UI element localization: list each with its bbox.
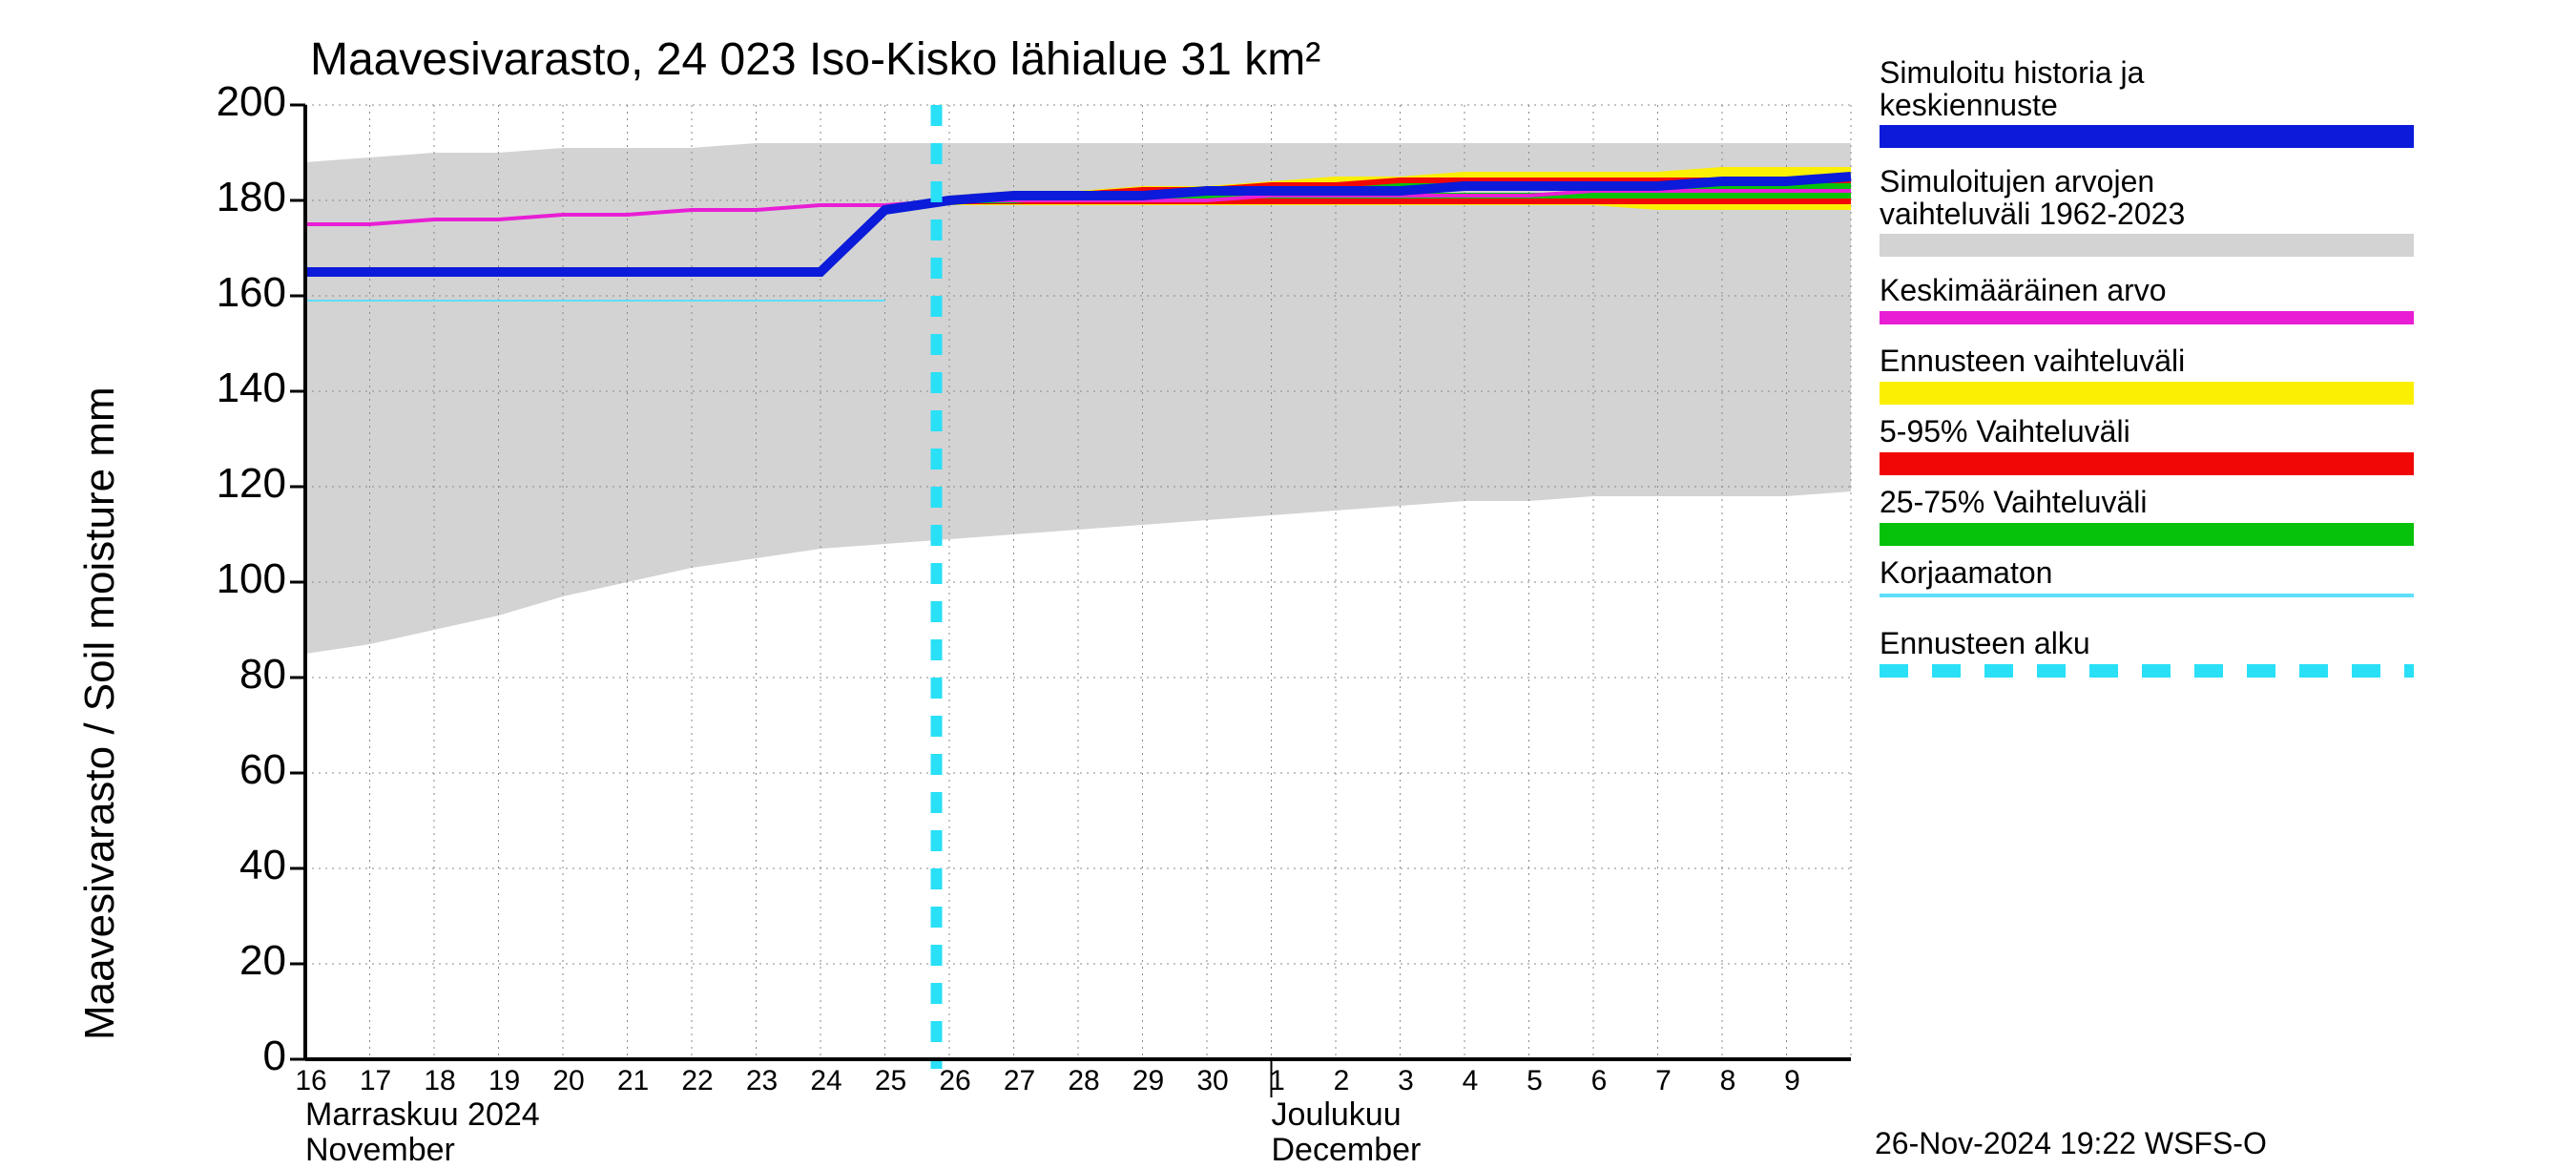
month-label: Joulukuu December	[1272, 1097, 1422, 1169]
legend-label: Korjaamaton	[1880, 557, 2452, 590]
legend-swatch	[1880, 594, 2414, 597]
legend-label: Ennusteen alku	[1880, 628, 2452, 660]
x-tick-label: 23	[746, 1065, 778, 1097]
legend-label: 5-95% Vaihteluväli	[1880, 416, 2452, 449]
legend-entry: Ennusteen vaihteluväli	[1880, 345, 2452, 405]
footer-timestamp: 26-Nov-2024 19:22 WSFS-O	[1875, 1126, 2267, 1161]
legend-entry: Keskimääräinen arvo	[1880, 275, 2452, 324]
x-tick-label: 27	[1004, 1065, 1035, 1097]
legend-swatch	[1880, 452, 2414, 475]
x-tick-label: 9	[1784, 1065, 1800, 1097]
legend-swatch	[1880, 382, 2414, 405]
y-tick-label: 80	[172, 651, 286, 699]
legend-swatch	[1880, 125, 2414, 148]
x-tick-label: 21	[617, 1065, 649, 1097]
x-tick-label: 29	[1132, 1065, 1164, 1097]
x-tick-label: 4	[1463, 1065, 1479, 1097]
month-label: Marraskuu 2024 November	[305, 1097, 540, 1169]
legend-entry: Simuloitujen arvojen vaihteluväli 1962-2…	[1880, 166, 2452, 257]
legend-entry: Simuloitu historia ja keskiennuste	[1880, 57, 2452, 148]
legend-entry: Ennusteen alku	[1880, 628, 2452, 678]
x-tick-label: 7	[1655, 1065, 1672, 1097]
x-tick-label: 25	[875, 1065, 906, 1097]
legend-entry: Korjaamaton	[1880, 557, 2452, 597]
legend-label: Simuloitu historia ja keskiennuste	[1880, 57, 2452, 121]
x-tick-label: 20	[552, 1065, 584, 1097]
legend-swatch	[1880, 234, 2414, 257]
legend-label: Ennusteen vaihteluväli	[1880, 345, 2452, 378]
legend-swatch	[1880, 523, 2414, 546]
y-tick-label: 120	[172, 460, 286, 508]
legend-entry: 5-95% Vaihteluväli	[1880, 416, 2452, 475]
x-tick-label: 26	[939, 1065, 970, 1097]
legend-swatch	[1880, 311, 2414, 324]
x-tick-label: 17	[360, 1065, 391, 1097]
y-tick-label: 200	[172, 78, 286, 126]
x-tick-label: 8	[1720, 1065, 1736, 1097]
legend-entry: 25-75% Vaihteluväli	[1880, 487, 2452, 546]
x-tick-label: 28	[1068, 1065, 1099, 1097]
x-tick-label: 2	[1334, 1065, 1350, 1097]
legend-label: Keskimääräinen arvo	[1880, 275, 2452, 307]
x-tick-label: 16	[295, 1065, 326, 1097]
x-tick-label: 6	[1591, 1065, 1608, 1097]
x-tick-label: 1	[1269, 1065, 1285, 1097]
legend-swatch	[1880, 664, 2414, 678]
y-tick-label: 140	[172, 365, 286, 412]
x-tick-label: 22	[681, 1065, 713, 1097]
x-tick-label: 3	[1398, 1065, 1414, 1097]
y-tick-label: 20	[172, 937, 286, 985]
y-tick-label: 180	[172, 174, 286, 221]
y-tick-label: 100	[172, 555, 286, 603]
x-tick-label: 24	[810, 1065, 841, 1097]
y-tick-label: 40	[172, 842, 286, 889]
y-tick-label: 160	[172, 269, 286, 317]
x-tick-label: 30	[1196, 1065, 1228, 1097]
x-tick-label: 5	[1527, 1065, 1543, 1097]
legend-label: Simuloitujen arvojen vaihteluväli 1962-2…	[1880, 166, 2452, 230]
y-tick-label: 60	[172, 746, 286, 794]
x-tick-label: 19	[488, 1065, 520, 1097]
y-tick-label: 0	[172, 1033, 286, 1080]
legend-label: 25-75% Vaihteluväli	[1880, 487, 2452, 519]
x-tick-label: 18	[424, 1065, 455, 1097]
